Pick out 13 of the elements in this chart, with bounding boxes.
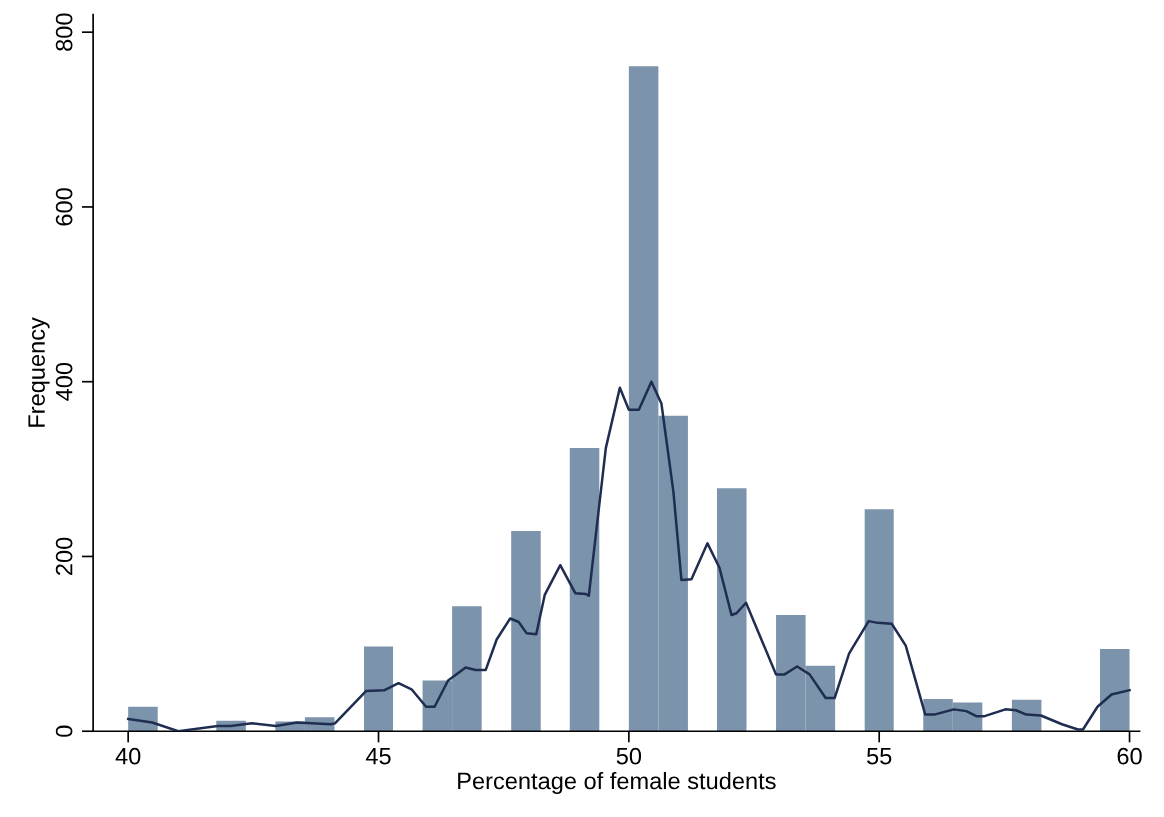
y-tick-label: 0 (55, 725, 73, 737)
line-series (126, 380, 1131, 732)
x-tick-label: 45 (365, 748, 391, 765)
x-axis-title: Percentage of female students (458, 771, 776, 794)
x-tick-label: 50 (616, 747, 642, 765)
y-tick-label: 600 (55, 188, 73, 226)
y-tick-label: 400 (55, 362, 73, 401)
x-tick-label: 60 (1117, 747, 1142, 765)
y-tick-label: 200 (55, 537, 73, 575)
y-tick-label: 800 (55, 13, 73, 51)
y-axis-title: Frequency (28, 317, 50, 427)
x-tick-label: 55 (867, 748, 892, 765)
x-tick-label: 40 (115, 747, 141, 765)
